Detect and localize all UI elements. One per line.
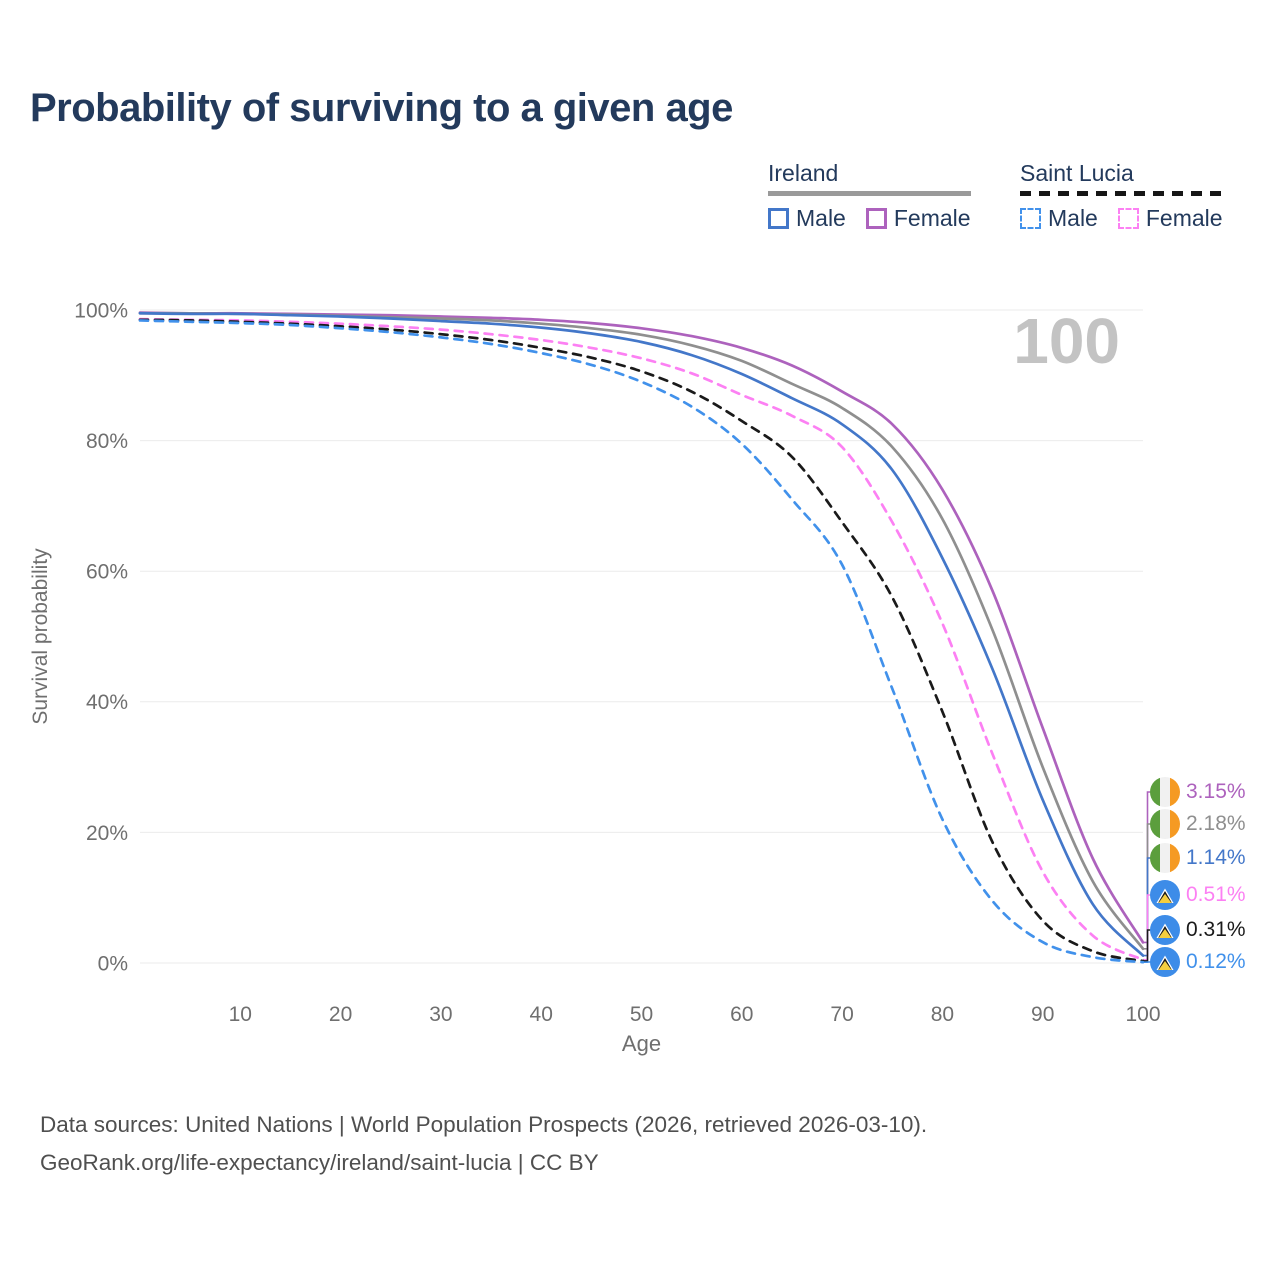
ireland-solid-line-sample [768,191,971,196]
legend-item-saint-lucia-male[interactable]: Male [1020,205,1098,232]
y-tick-label: 100% [74,299,128,322]
saint-lucia-flag-icon [1150,915,1180,945]
x-tick-label: 70 [830,1003,853,1026]
page-title: Probability of surviving to a given age [30,86,733,130]
saint-lucia-flag-icon [1150,947,1180,977]
y-tick-label: 40% [86,691,128,714]
y-tick-label: 80% [86,430,128,453]
end-label-saint-lucia-female: 0.51% [1150,880,1246,910]
x-tick-label: 90 [1031,1003,1054,1026]
legend-country-ireland: Ireland [768,160,839,186]
data-source-line2: GeoRank.org/life-expectancy/ireland/sain… [40,1150,599,1175]
end-label-ireland-male: 1.14% [1150,843,1246,873]
y-axis-title: Survival probability [29,548,52,725]
ireland-female-swatch-icon [865,208,887,229]
x-tick-label: 40 [530,1003,553,1026]
end-label-saint-lucia-male: 0.12% [1150,947,1246,977]
data-source-line1: Data sources: United Nations | World Pop… [40,1112,928,1137]
legend-item-ireland-female[interactable]: Female [865,205,971,232]
x-tick-label: 60 [730,1003,753,1026]
legend-country-saint-lucia: Saint Lucia [1020,160,1134,186]
saint-lucia-flag-icon [1150,880,1180,910]
ireland-flag-icon [1150,843,1180,873]
series-line-saint-lucia-both [138,318,1145,963]
saint-lucia-dashed-line-sample [1020,191,1223,196]
saint-lucia-female-swatch-icon [1117,208,1139,229]
series-line-saint-lucia-female [138,317,1145,962]
legend-group-ireland: Ireland Male Female [768,160,971,232]
x-tick-label: 80 [931,1003,954,1026]
x-tick-label: 10 [229,1003,252,1026]
end-label-saint-lucia-both: 0.31% [1150,915,1246,945]
end-label-connector [1143,894,1152,961]
series-line-ireland-both [138,311,1145,951]
x-tick-label: 100 [1125,1003,1160,1026]
y-tick-label: 0% [98,952,128,975]
x-tick-label: 30 [429,1003,452,1026]
series-line-ireland-male [138,311,1145,957]
legend-item-ireland-male[interactable]: Male [768,205,846,232]
age-counter: 100 [1013,305,1120,377]
series-line-saint-lucia-male [138,319,1145,964]
x-tick-label: 20 [329,1003,352,1026]
y-tick-label: 60% [86,561,128,584]
legend-item-saint-lucia-female[interactable]: Female [1117,205,1223,232]
x-tick-label: 50 [630,1003,653,1026]
end-label-ireland-female: 3.15% [1150,777,1246,807]
end-label-connector [1143,929,1152,962]
legend-group-saint-lucia: Saint Lucia Male Female [1020,160,1223,232]
ireland-male-swatch-icon [768,208,789,229]
y-tick-label: 20% [86,822,128,845]
x-axis-title: Age [622,1031,661,1056]
end-label-ireland-both: 2.18% [1150,809,1246,839]
ireland-flag-icon [1150,777,1180,807]
data-source-note: Data sources: United Nations | World Pop… [40,1106,927,1182]
ireland-flag-icon [1150,809,1180,839]
saint-lucia-male-swatch-icon [1020,208,1041,229]
